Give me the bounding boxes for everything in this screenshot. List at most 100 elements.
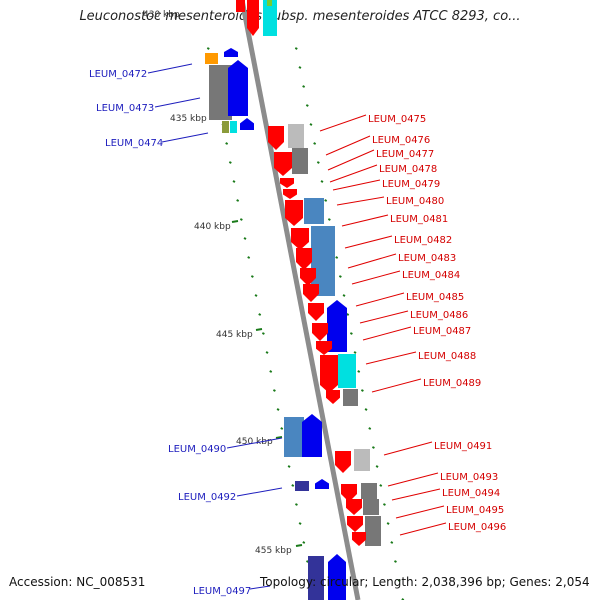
gene-block[interactable] bbox=[304, 198, 324, 224]
gene-label-leum-0492[interactable]: LEUM_0492 bbox=[178, 492, 236, 503]
gene-label-leum-0482[interactable]: LEUM_0482 bbox=[394, 235, 452, 246]
tick-mark bbox=[349, 332, 353, 335]
tick-mark bbox=[364, 408, 368, 411]
tick-mark bbox=[272, 389, 276, 392]
gene-label-leum-0491[interactable]: LEUM_0491 bbox=[434, 441, 492, 452]
gene-label-leum-0493[interactable]: LEUM_0493 bbox=[440, 472, 498, 483]
gene-label-leum-0486[interactable]: LEUM_0486 bbox=[410, 310, 468, 321]
gene-block[interactable] bbox=[292, 148, 308, 174]
gene-label-leum-0496[interactable]: LEUM_0496 bbox=[448, 522, 506, 533]
gene-block[interactable] bbox=[365, 516, 381, 546]
gene-arrow[interactable] bbox=[300, 268, 316, 286]
tick-mark bbox=[357, 370, 361, 373]
leader-line bbox=[399, 522, 447, 536]
leader-line bbox=[161, 132, 209, 143]
gene-arrow[interactable] bbox=[247, 0, 259, 36]
leader-line bbox=[387, 472, 439, 487]
gene-block[interactable] bbox=[343, 389, 358, 406]
gene-label-leum-0481[interactable]: LEUM_0481 bbox=[390, 214, 448, 225]
genome-backbone bbox=[239, 0, 361, 600]
gene-block[interactable] bbox=[205, 53, 218, 64]
gene-block[interactable] bbox=[354, 449, 370, 471]
gene-label-leum-0478[interactable]: LEUM_0478 bbox=[379, 164, 437, 175]
gene-label-leum-0472[interactable]: LEUM_0472 bbox=[89, 69, 147, 80]
gene-arrow[interactable] bbox=[274, 152, 292, 176]
gene-label-leum-0488[interactable]: LEUM_0488 bbox=[418, 351, 476, 362]
gene-label-leum-0495[interactable]: LEUM_0495 bbox=[446, 505, 504, 516]
tick-mark bbox=[394, 560, 397, 563]
gene-arrow[interactable] bbox=[316, 341, 332, 355]
gene-arrow[interactable] bbox=[302, 414, 322, 457]
gene-label-leum-0487[interactable]: LEUM_0487 bbox=[413, 326, 471, 337]
gene-arrow[interactable] bbox=[347, 516, 363, 532]
gene-arrow[interactable] bbox=[341, 484, 357, 502]
gene-arrow[interactable] bbox=[240, 118, 254, 130]
gene-label-leum-0473[interactable]: LEUM_0473 bbox=[96, 103, 154, 114]
tick-mark bbox=[390, 541, 394, 544]
major-tick-mark bbox=[255, 328, 263, 331]
gene-block[interactable] bbox=[363, 499, 379, 515]
tick-mark bbox=[294, 47, 298, 50]
gene-arrow[interactable] bbox=[315, 479, 329, 489]
tick-mark bbox=[342, 294, 346, 297]
gene-label-leum-0477[interactable]: LEUM_0477 bbox=[376, 149, 434, 160]
gene-arrow[interactable] bbox=[335, 451, 351, 473]
gene-block[interactable] bbox=[230, 121, 237, 133]
gene-arrow[interactable] bbox=[291, 228, 309, 250]
leader-line bbox=[341, 214, 389, 227]
gene-arrow[interactable] bbox=[303, 284, 319, 302]
tick-mark bbox=[302, 541, 306, 544]
tick-mark bbox=[302, 85, 306, 88]
gene-arrow[interactable] bbox=[346, 499, 362, 515]
gene-arrow[interactable] bbox=[285, 200, 303, 226]
gene-block[interactable] bbox=[236, 0, 245, 12]
gene-label-leum-0474[interactable]: LEUM_0474 bbox=[105, 138, 163, 149]
gene-arrow[interactable] bbox=[228, 60, 248, 116]
leader-line bbox=[336, 196, 385, 206]
gene-label-leum-0476[interactable]: LEUM_0476 bbox=[372, 135, 430, 146]
tick-mark bbox=[386, 522, 390, 525]
leader-line bbox=[249, 585, 271, 590]
major-tick-mark bbox=[295, 544, 303, 547]
gene-label-leum-0490[interactable]: LEUM_0490 bbox=[168, 444, 226, 455]
tick-mark bbox=[228, 161, 232, 164]
gene-label-leum-0475[interactable]: LEUM_0475 bbox=[368, 114, 426, 125]
gene-label-leum-0489[interactable]: LEUM_0489 bbox=[423, 378, 481, 389]
gene-block[interactable] bbox=[361, 483, 377, 499]
gene-arrow[interactable] bbox=[280, 178, 294, 188]
gene-arrow[interactable] bbox=[327, 300, 347, 352]
gene-block[interactable] bbox=[284, 417, 304, 457]
gene-label-leum-0494[interactable]: LEUM_0494 bbox=[442, 488, 500, 499]
gene-arrow[interactable] bbox=[326, 390, 340, 404]
tick-mark bbox=[291, 484, 295, 487]
gene-block[interactable] bbox=[267, 0, 272, 6]
gene-arrow[interactable] bbox=[296, 248, 312, 270]
tick-mark bbox=[371, 446, 375, 449]
gene-arrow[interactable] bbox=[352, 532, 366, 546]
gene-label-leum-0483[interactable]: LEUM_0483 bbox=[398, 253, 456, 264]
gene-block[interactable] bbox=[222, 121, 229, 133]
leader-line bbox=[371, 378, 422, 393]
gene-arrow[interactable] bbox=[320, 355, 338, 393]
gene-label-leum-0479[interactable]: LEUM_0479 bbox=[382, 179, 440, 190]
gene-block[interactable] bbox=[295, 481, 309, 491]
gene-block[interactable] bbox=[263, 0, 277, 36]
scale-label: 430 kbp bbox=[143, 10, 180, 20]
gene-arrow[interactable] bbox=[268, 126, 284, 150]
gene-block[interactable] bbox=[338, 354, 356, 388]
gene-block[interactable] bbox=[209, 65, 232, 120]
gene-arrow[interactable] bbox=[328, 554, 346, 600]
tick-mark bbox=[316, 161, 320, 164]
gene-arrow[interactable] bbox=[224, 48, 238, 57]
gene-label-leum-0480[interactable]: LEUM_0480 bbox=[386, 196, 444, 207]
gene-label-leum-0484[interactable]: LEUM_0484 bbox=[402, 270, 460, 281]
tick-mark bbox=[335, 256, 339, 259]
gene-block[interactable] bbox=[288, 124, 304, 148]
gene-block[interactable] bbox=[308, 556, 324, 600]
leader-line bbox=[347, 253, 397, 269]
gene-arrow[interactable] bbox=[308, 303, 324, 321]
gene-arrow[interactable] bbox=[312, 323, 328, 341]
gene-arrow[interactable] bbox=[283, 189, 297, 199]
gene-label-leum-0485[interactable]: LEUM_0485 bbox=[406, 292, 464, 303]
gene-label-leum-0497[interactable]: LEUM_0497 bbox=[193, 586, 251, 597]
